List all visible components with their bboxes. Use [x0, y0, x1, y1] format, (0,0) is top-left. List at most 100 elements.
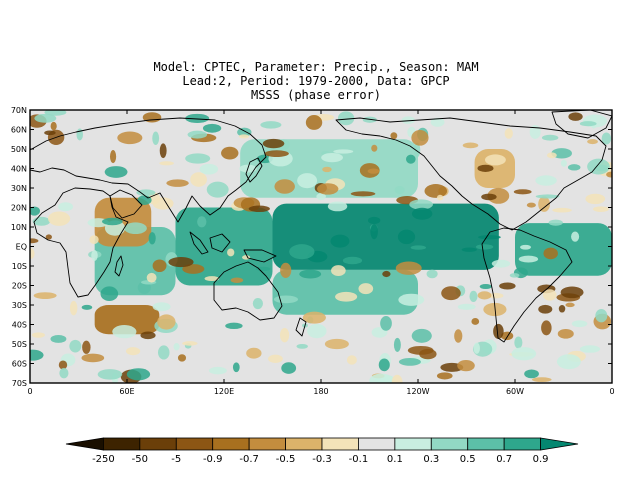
lon-tick-label: 60E: [119, 387, 134, 396]
field-cell: [560, 286, 584, 299]
field-cell: [542, 289, 557, 301]
field-cell: [69, 300, 78, 316]
field-cell: [560, 159, 567, 167]
field-cell: [159, 161, 174, 166]
field-cell: [100, 286, 119, 302]
colorbar-label: -5: [171, 454, 181, 465]
field-cell: [342, 256, 363, 265]
field-cell: [457, 303, 476, 310]
field-cell: [378, 358, 390, 372]
field-cell: [571, 320, 588, 328]
field-cell: [221, 146, 239, 160]
field-cell: [152, 131, 160, 145]
field-cell: [30, 248, 35, 259]
field-cell: [335, 291, 358, 302]
chart-title: Model: CPTEC, Parameter: Precip., Season…: [153, 60, 479, 74]
field-cell: [136, 189, 156, 196]
field-cell: [500, 331, 514, 341]
field-cell: [182, 264, 205, 274]
field-cell: [173, 342, 180, 351]
lat-tick-label: 40S: [12, 321, 27, 330]
colorbar-arrow-low: [65, 437, 104, 451]
field-cell: [462, 142, 479, 149]
field-cell: [411, 328, 432, 343]
colorbar-label: 0.9: [533, 454, 549, 465]
field-cell: [499, 282, 516, 290]
coast-south-america: [481, 227, 573, 343]
field-cell: [316, 193, 326, 201]
field-cell: [552, 207, 572, 213]
field-cell: [487, 187, 510, 204]
lat-tick-label: 40N: [11, 165, 27, 174]
field-cell: [152, 259, 167, 273]
coast-madagascar: [114, 255, 124, 277]
field-cell: [471, 317, 480, 325]
colorbar-label: -0.5: [276, 454, 296, 465]
field-cell: [382, 270, 391, 278]
field-cell: [289, 244, 315, 260]
field-cell: [81, 304, 93, 310]
chart-subtitle: Lead:2, Period: 1979-2000, Data: GPCP: [182, 74, 450, 88]
field-cell: [137, 281, 151, 294]
field-cell: [177, 354, 187, 362]
lat-tick-label: 70S: [12, 379, 27, 388]
colorbar-label: -250: [92, 454, 115, 465]
field-cell: [401, 116, 415, 125]
field-cell: [305, 115, 323, 130]
field-cell: [509, 273, 520, 278]
field-cell: [260, 121, 282, 129]
field-cell: [548, 219, 563, 226]
field-cell: [117, 131, 143, 145]
field-cell: [280, 262, 292, 278]
field-cell: [190, 172, 207, 187]
field-cell: [140, 331, 156, 340]
field-cell: [30, 206, 41, 216]
field-cell: [307, 323, 327, 339]
coast-newzealand: [295, 317, 307, 337]
colorbar: -250 -50 -5 -0.9 -0.7 -0.5 -0.3 -0.1 0.1 0.3 0.5 0.…: [65, 437, 579, 465]
field-cell: [409, 199, 433, 210]
lon-tick-label: 120E: [214, 387, 234, 396]
field-cell: [109, 150, 117, 164]
field-cell: [593, 206, 609, 212]
field-cell: [477, 164, 494, 172]
field-cell: [81, 353, 105, 363]
coast-sumatra: [189, 231, 209, 255]
field-cell: [69, 339, 82, 353]
field-cell: [520, 244, 532, 250]
colorbar-swatch: [285, 437, 323, 451]
field-cell: [461, 247, 477, 252]
chart-metric: MSSS (phase error): [250, 88, 382, 102]
field-cell: [436, 372, 453, 380]
field-cell: [587, 139, 598, 145]
field-cell: [274, 179, 295, 194]
colorbar-swatch: [212, 437, 250, 451]
field-cell: [273, 295, 299, 304]
colorbar-swatch: [503, 437, 541, 451]
field-cell: [546, 152, 557, 159]
colorbar-label: -50: [132, 454, 148, 465]
field-cell: [91, 249, 98, 261]
coast-japan: [245, 157, 263, 183]
field-cell: [606, 171, 612, 178]
field-cell: [126, 368, 151, 381]
field-cell: [557, 329, 574, 339]
field-cell: [579, 121, 597, 127]
field-cell: [322, 166, 332, 173]
field-cell: [367, 168, 380, 174]
skill-field: [30, 110, 612, 383]
lat-tick-label: 60N: [11, 126, 27, 135]
field-cell: [238, 134, 250, 139]
field-cell: [317, 183, 339, 195]
field-cell: [457, 360, 475, 372]
field-cell: [237, 127, 252, 137]
field-cell: [477, 291, 492, 300]
field-cell: [50, 121, 57, 131]
field-cell: [491, 259, 511, 268]
field-cell: [185, 153, 211, 164]
field-cell: [299, 269, 322, 279]
field-cell: [538, 196, 551, 212]
field-cell: [58, 360, 68, 370]
field-cell: [44, 130, 56, 136]
field-cell: [430, 117, 445, 127]
